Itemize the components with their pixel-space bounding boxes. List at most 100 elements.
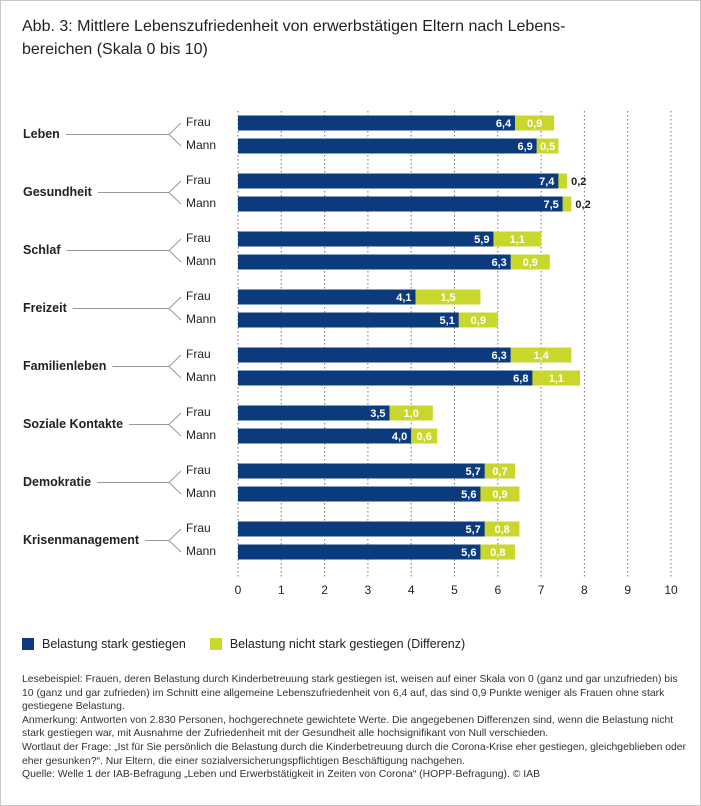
x-tick-label: 0 [235, 583, 242, 597]
x-tick-label: 5 [451, 583, 458, 597]
x-tick-label: 6 [494, 583, 501, 597]
value-label: 3,5 [370, 408, 385, 420]
value-label: 7,4 [539, 176, 555, 188]
value-label: 5,7 [466, 524, 481, 536]
connector [168, 238, 182, 251]
group-label: Gesundheit [23, 185, 93, 199]
legend-swatch [209, 638, 222, 650]
y-tick-label: Frau [186, 173, 211, 187]
connector [168, 134, 182, 147]
bar [238, 289, 416, 305]
bar [238, 544, 481, 560]
bar [484, 463, 516, 479]
bar [238, 405, 390, 421]
value-label: 0,8 [490, 547, 505, 559]
y-tick-label: Mann [186, 312, 216, 326]
x-tick-label: 4 [408, 583, 415, 597]
legend-item: Belastung nicht stark gestiegen (Differe… [209, 637, 466, 651]
value-label: 0,9 [471, 315, 486, 327]
y-tick-label: Mann [186, 428, 216, 442]
value-label: 6,3 [491, 257, 506, 269]
bar [480, 486, 520, 502]
group-label: Familienleben [23, 359, 106, 373]
value-label: 1,1 [549, 373, 564, 385]
bar [238, 347, 511, 363]
bar [515, 115, 555, 131]
x-tick-label: 7 [538, 583, 545, 597]
x-tick-label: 8 [581, 583, 588, 597]
value-label: 6,3 [491, 350, 506, 362]
y-tick-label: Frau [186, 289, 211, 303]
bar [510, 347, 572, 363]
bar [238, 231, 494, 247]
group-label: Schlaf [23, 243, 61, 257]
bar [389, 405, 433, 421]
value-label: 5,1 [440, 315, 455, 327]
connector [168, 528, 182, 541]
bar [238, 370, 533, 386]
legend: Belastung stark gestiegen Belastung nicht… [22, 637, 465, 651]
value-label: 1,0 [404, 408, 419, 420]
note: Lesebeispiel: Frauen, deren Belastung du… [22, 674, 678, 713]
bar [238, 486, 481, 502]
legend-swatch [22, 638, 34, 650]
bar [411, 428, 438, 444]
legend-label: Belastung nicht stark gestiegen (Differe… [229, 637, 466, 651]
value-label: 4,0 [392, 431, 407, 443]
value-label: 6,4 [496, 118, 512, 130]
bar [238, 254, 511, 270]
y-tick-label: Frau [186, 115, 211, 129]
bar [458, 312, 498, 328]
value-label: 0,5 [540, 141, 555, 153]
value-label: 0,9 [523, 257, 538, 269]
note: Anmerkung: Antworten von 2.830 Personen,… [22, 714, 674, 740]
y-tick-label: Mann [186, 196, 216, 210]
bar [510, 254, 550, 270]
value-label: 1,4 [533, 350, 549, 362]
y-tick-label: Frau [186, 347, 211, 361]
group-label: Leben [23, 127, 60, 141]
bar [238, 521, 485, 537]
bar [562, 196, 572, 212]
group-label: Demokratie [23, 475, 91, 489]
y-tick-label: Mann [186, 370, 216, 384]
y-tick-label: Mann [186, 254, 216, 268]
connector [168, 470, 182, 483]
x-tick-label: 10 [664, 583, 678, 597]
chart: 0 1 2 3 4 5 6 7 8 9 10 Leben Gesundheit Schlaf Freizei… [23, 111, 678, 597]
y-tick-label: Frau [186, 231, 211, 245]
value-label: 6,8 [513, 373, 528, 385]
group-label: Freizeit [23, 301, 68, 315]
bar [493, 231, 542, 247]
connector [168, 540, 182, 553]
connector [168, 412, 182, 425]
connector [168, 308, 182, 321]
connector [168, 366, 182, 379]
note: Quelle: Welle 1 der IAB-Befragung „Leben… [22, 769, 541, 781]
value-label: 6,9 [517, 141, 532, 153]
y-tick-label: Mann [186, 486, 216, 500]
legend-item: Belastung stark gestiegen [22, 637, 186, 651]
x-tick-label: 2 [321, 583, 328, 597]
value-label: 7,5 [543, 199, 558, 211]
value-label: 0,7 [492, 466, 507, 478]
value-label: 1,1 [510, 234, 525, 246]
y-tick-label: Mann [186, 138, 216, 152]
bar [484, 521, 520, 537]
group-label: Krisenmanagement [23, 533, 140, 547]
chart-title: Abb. 3: Mittlere Lebenszufriedenheit von… [22, 18, 566, 58]
bar [238, 138, 537, 154]
y-tick-label: Frau [186, 405, 211, 419]
value-label: 5,7 [466, 466, 481, 478]
value-label: 5,9 [474, 234, 489, 246]
connector [168, 180, 182, 193]
bar [238, 312, 459, 328]
connector [168, 122, 182, 135]
value-label: 0,8 [494, 524, 509, 536]
bar [238, 428, 412, 444]
connector [168, 250, 182, 263]
value-label: 5,6 [461, 489, 476, 501]
bar [238, 173, 559, 189]
bar [532, 370, 581, 386]
